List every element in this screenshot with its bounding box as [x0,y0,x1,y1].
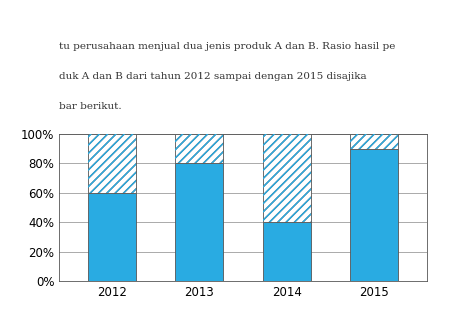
Bar [263,134,311,222]
Bar [350,149,398,281]
Bar [263,134,311,222]
Bar [88,193,136,281]
Text: tu perusahaan menjual dua jenis produk A dan B. Rasio hasil pe: tu perusahaan menjual dua jenis produk A… [59,42,396,52]
Bar [88,134,136,193]
Bar [263,222,311,281]
Bar [350,134,398,149]
Bar [175,163,223,281]
Bar [175,134,223,163]
Bar [175,134,223,163]
Text: bar berikut.: bar berikut. [59,102,122,111]
Bar [88,134,136,193]
Bar [350,134,398,149]
Text: duk A dan B dari tahun 2012 sampai dengan 2015 disajika: duk A dan B dari tahun 2012 sampai denga… [59,72,367,81]
